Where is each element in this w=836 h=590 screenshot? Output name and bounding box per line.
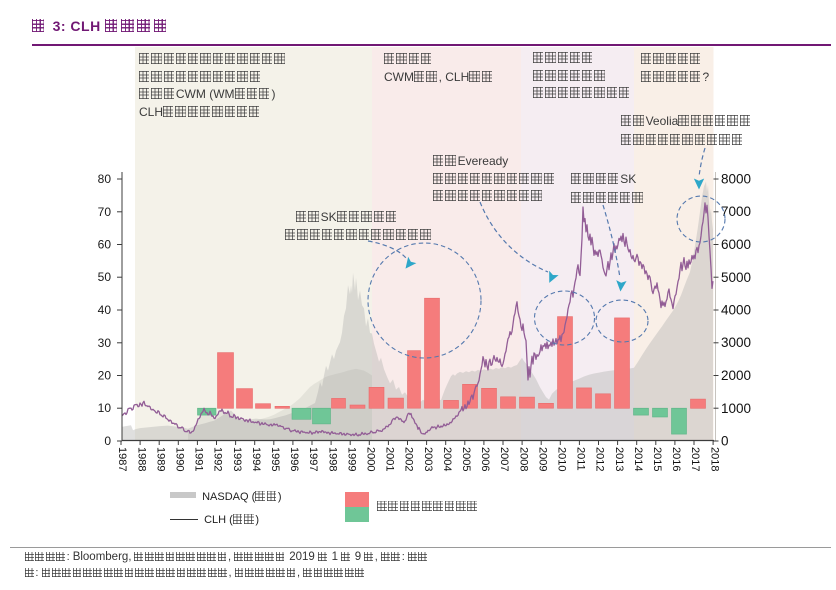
- svg-text:1992: 1992: [212, 447, 224, 471]
- svg-text:1991: 1991: [193, 447, 205, 471]
- svg-text:4000: 4000: [721, 303, 751, 318]
- svg-text:1995: 1995: [269, 447, 281, 471]
- svg-text:1990: 1990: [174, 447, 186, 471]
- svg-text:2010: 2010: [556, 447, 568, 471]
- svg-text:2000: 2000: [721, 368, 751, 383]
- svg-text:7000: 7000: [721, 204, 751, 219]
- svg-text:10: 10: [98, 401, 112, 415]
- svg-text:2013: 2013: [613, 447, 625, 471]
- svg-text:5000: 5000: [721, 270, 751, 285]
- svg-text:2011: 2011: [575, 447, 587, 471]
- svg-text:1996: 1996: [288, 447, 300, 471]
- svg-text:1999: 1999: [345, 447, 357, 471]
- svg-text:50: 50: [98, 270, 112, 284]
- svg-text:2005: 2005: [460, 447, 472, 471]
- svg-text:2000: 2000: [365, 447, 377, 471]
- svg-text:20: 20: [98, 369, 112, 383]
- svg-text:2007: 2007: [498, 447, 510, 471]
- svg-text:60: 60: [98, 238, 112, 252]
- svg-text:2001: 2001: [384, 447, 396, 471]
- svg-text:2006: 2006: [479, 447, 491, 471]
- svg-text:1993: 1993: [231, 447, 243, 471]
- svg-text:0: 0: [721, 434, 729, 449]
- svg-text:80: 80: [98, 172, 112, 186]
- svg-text:1989: 1989: [154, 447, 166, 471]
- svg-text:2012: 2012: [594, 447, 606, 471]
- svg-text:8000: 8000: [721, 172, 751, 187]
- svg-text:2004: 2004: [441, 447, 453, 471]
- svg-text:2009: 2009: [536, 447, 548, 471]
- svg-text:2008: 2008: [517, 447, 529, 471]
- svg-text:2015: 2015: [651, 447, 663, 471]
- svg-text:1997: 1997: [307, 447, 319, 471]
- svg-text:1987: 1987: [116, 447, 128, 471]
- svg-text:2017: 2017: [689, 447, 701, 471]
- svg-text:1988: 1988: [135, 447, 147, 471]
- svg-text:70: 70: [98, 205, 112, 219]
- svg-text:0: 0: [104, 434, 111, 448]
- svg-text:2018: 2018: [708, 447, 720, 471]
- svg-text:30: 30: [98, 336, 112, 350]
- svg-text:2014: 2014: [632, 447, 644, 471]
- svg-text:6000: 6000: [721, 237, 751, 252]
- svg-text:1994: 1994: [250, 447, 262, 471]
- svg-text:2002: 2002: [403, 447, 415, 471]
- svg-text:2016: 2016: [670, 447, 682, 471]
- svg-text:1000: 1000: [721, 401, 751, 416]
- svg-text:1998: 1998: [326, 447, 338, 471]
- svg-text:40: 40: [98, 303, 112, 317]
- svg-text:3000: 3000: [721, 335, 751, 350]
- svg-text:2003: 2003: [422, 447, 434, 471]
